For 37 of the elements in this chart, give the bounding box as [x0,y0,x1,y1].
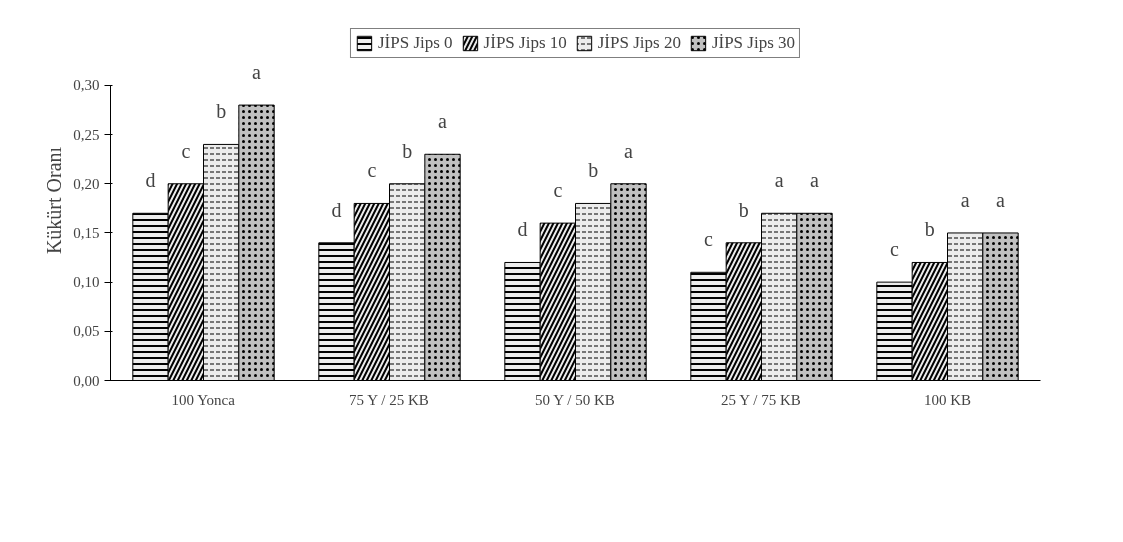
x-tick-label: 50 Y / 50 KB [535,391,615,408]
data-label: b [924,218,935,241]
y-tick-label: 0,00 [73,372,100,389]
y-tick-label: 0,10 [73,274,100,291]
data-label: c [704,228,714,251]
data-label: a [252,61,262,84]
y-tick-label: 0,25 [73,126,100,143]
x-tick-label: 75 Y / 25 KB [349,391,429,408]
y-axis-title: Kükürt Oranı [43,146,66,255]
legend-label: JİPS Jips 30 [711,33,796,53]
data-label: c [181,139,191,162]
x-tick-label: 25 Y / 75 KB [721,391,801,408]
data-label: c [890,238,900,261]
data-label: d [145,169,156,192]
data-label: b [216,100,227,123]
data-label: c [367,159,377,182]
data-label: b [738,198,749,221]
x-tick-label: 100 KB [923,391,972,408]
data-label: a [774,169,784,192]
x-tick-label: 100 Yonca [171,391,236,408]
data-label: a [996,188,1006,211]
data-label: a [624,139,634,162]
legend-label: JİPS Jips 10 [483,33,567,53]
y-tick-label: 0,15 [73,224,100,241]
data-label: a [960,188,970,211]
data-label: b [588,159,599,182]
data-label: a [810,169,820,192]
legend-label: JİPS Jips 20 [597,33,681,53]
legend-label: JİPS Jips 0 [377,33,453,53]
data-label: b [402,139,413,162]
y-tick-label: 0,05 [73,323,100,340]
data-label: d [331,198,342,221]
data-label: d [517,218,528,241]
data-label: c [553,179,563,202]
y-tick-label: 0,30 [73,77,100,94]
data-label: a [438,110,448,133]
y-tick-label: 0,20 [73,175,100,192]
